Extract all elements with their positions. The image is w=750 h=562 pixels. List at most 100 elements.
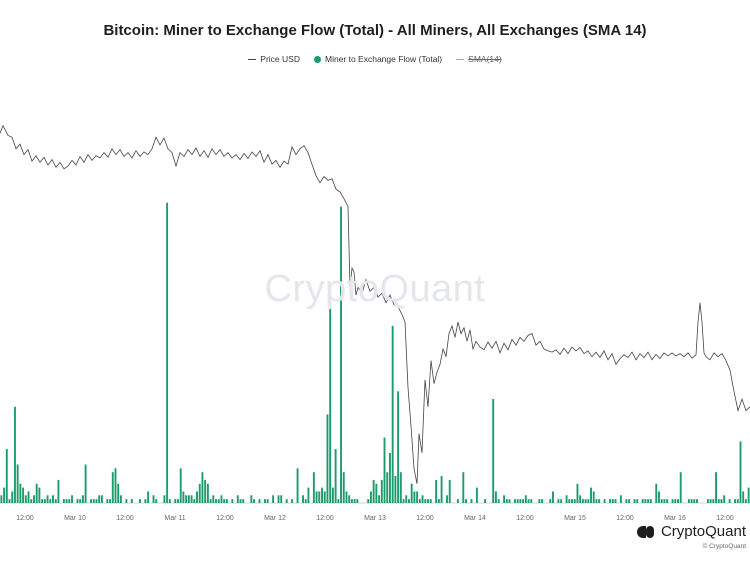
flow-bar [185,495,188,503]
flow-bar [595,499,598,503]
flow-bar [84,464,87,503]
flow-bar [323,491,326,503]
flow-bar [408,499,410,503]
flow-bar [470,499,473,503]
flow-bar [62,499,65,503]
flow-bar [315,491,318,503]
flow-bar [565,495,568,503]
flow-bar [560,499,563,503]
flow-bar [579,495,582,503]
flow-bar [57,479,60,503]
flow-bar [190,495,193,503]
flow-bar [209,499,212,503]
flow-bar [723,495,726,503]
flow-bar [263,499,266,503]
flow-bar [204,479,207,503]
flow-bar [337,499,340,503]
flow-bar [587,499,590,503]
x-tick-labels: 12:00 Mar 10 12:00 Mar 11 12:00 Mar 12 12:00 Ma… [16,515,734,522]
cryptoquant-logo-icon [636,525,657,539]
flow-bar [448,479,451,503]
flow-bar [280,495,283,503]
flow-bar [494,491,497,503]
flow-bar [3,487,6,503]
flow-bar [693,499,696,503]
flow-bar [49,499,52,503]
flow-bar [462,472,465,503]
flow-bar [636,499,639,503]
flow-bar [524,495,527,503]
price-usd-line [0,124,750,484]
flow-bar [584,499,587,503]
flow-bar [603,499,606,503]
flow-bar [739,441,742,503]
flow-bar [71,495,73,503]
flow-bar [41,499,44,503]
flow-bar [671,499,674,503]
flow-bar [217,499,220,503]
flow-bar [625,499,628,503]
flow-bar [155,499,158,503]
flow-bar [369,491,372,503]
flow-bar [590,487,592,503]
flow-bar [679,472,682,503]
flow-bar [405,495,408,503]
flow-bar [353,499,356,503]
flow-bar [296,468,299,503]
flow-bar [437,499,440,503]
flow-bar [513,499,516,503]
flow-bar [342,472,345,503]
flow-bar [519,499,522,503]
flow-bar [416,491,419,503]
legend-item-flow[interactable]: Miner to Exchange Flow (Total) [313,54,442,64]
flow-bar [321,487,323,503]
flow-bar [0,495,3,503]
flow-bar [666,499,669,503]
flow-bar [152,495,155,503]
flow-bar [598,499,601,503]
flow-bar [386,472,389,503]
legend-item-sma[interactable]: SMA(14) [456,54,502,64]
flow-bar [272,495,275,503]
flow-bar [111,472,114,503]
flow-bar [5,449,8,503]
legend: Price USD Miner to Exchange Flow (Total)… [0,54,750,64]
flow-bar [201,472,204,503]
x-tick-label: Mar 15 [564,515,586,522]
flow-bar [147,491,150,503]
flow-bar [46,495,49,503]
flow-bar [538,499,541,503]
x-tick-label: Mar 16 [664,515,686,522]
flow-bar [383,437,386,503]
flow-bar [117,483,120,503]
legend-item-price[interactable]: Price USD [248,54,300,64]
flow-bar [98,495,101,503]
flow-bar [329,295,332,503]
flow-bar [571,499,573,503]
flow-bar [106,499,109,503]
flow-bar [734,499,736,503]
flow-bar [527,499,530,503]
flow-bar [549,499,552,503]
flow-bar [348,495,351,503]
flow-bar [193,499,196,503]
flow-bar [530,499,533,503]
flow-bar [372,479,375,503]
flow-bar [95,499,98,503]
flow-bar [187,495,190,503]
flow-bar [649,499,652,503]
flow-bar [24,495,27,503]
flow-bar [497,499,500,503]
flow-bar [182,491,185,503]
flow-bar [220,495,223,503]
flow-bar [38,487,41,503]
flow-bar [168,499,171,503]
legend-label-sma: SMA(14) [468,54,502,64]
flow-bar [609,499,611,503]
flow-bar [541,499,544,503]
flow-bar [503,495,506,503]
flow-bar [68,499,71,503]
flow-bar [747,487,750,503]
chart-title: Bitcoin: Miner to Exchange Flow (Total) … [103,22,647,39]
